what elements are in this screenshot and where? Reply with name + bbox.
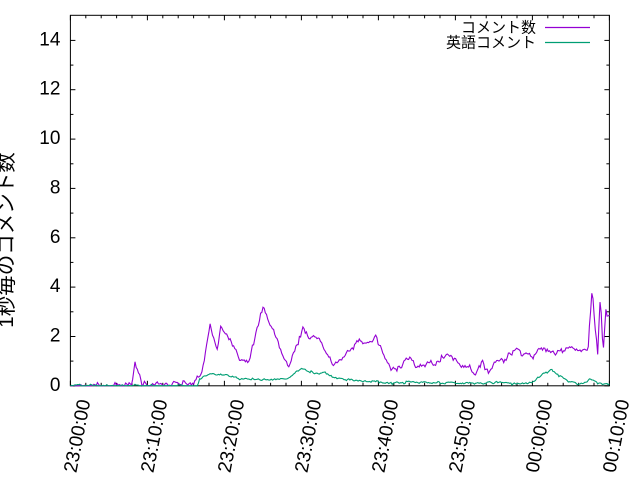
- svg-text:8: 8: [50, 177, 61, 198]
- svg-text:2: 2: [50, 326, 61, 347]
- svg-text:4: 4: [50, 276, 61, 297]
- svg-text:6: 6: [50, 227, 61, 248]
- svg-text:1秒毎のコメント数: 1秒毎のコメント数: [0, 152, 18, 327]
- svg-text:10: 10: [39, 128, 60, 149]
- svg-text:0: 0: [50, 375, 61, 396]
- svg-text:12: 12: [39, 79, 60, 100]
- svg-text:英語コメント: 英語コメント: [446, 34, 536, 52]
- svg-text:14: 14: [39, 29, 61, 50]
